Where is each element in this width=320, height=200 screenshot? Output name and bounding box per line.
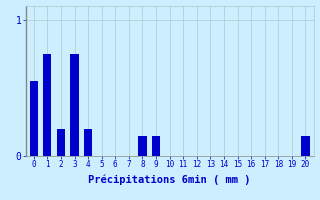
Bar: [57, 129, 65, 156]
Bar: [152, 136, 160, 156]
Bar: [84, 129, 92, 156]
Bar: [70, 54, 79, 156]
Bar: [30, 81, 38, 156]
X-axis label: Précipitations 6min ( mm ): Précipitations 6min ( mm ): [88, 175, 251, 185]
Bar: [43, 54, 52, 156]
Bar: [138, 136, 147, 156]
Bar: [301, 136, 309, 156]
